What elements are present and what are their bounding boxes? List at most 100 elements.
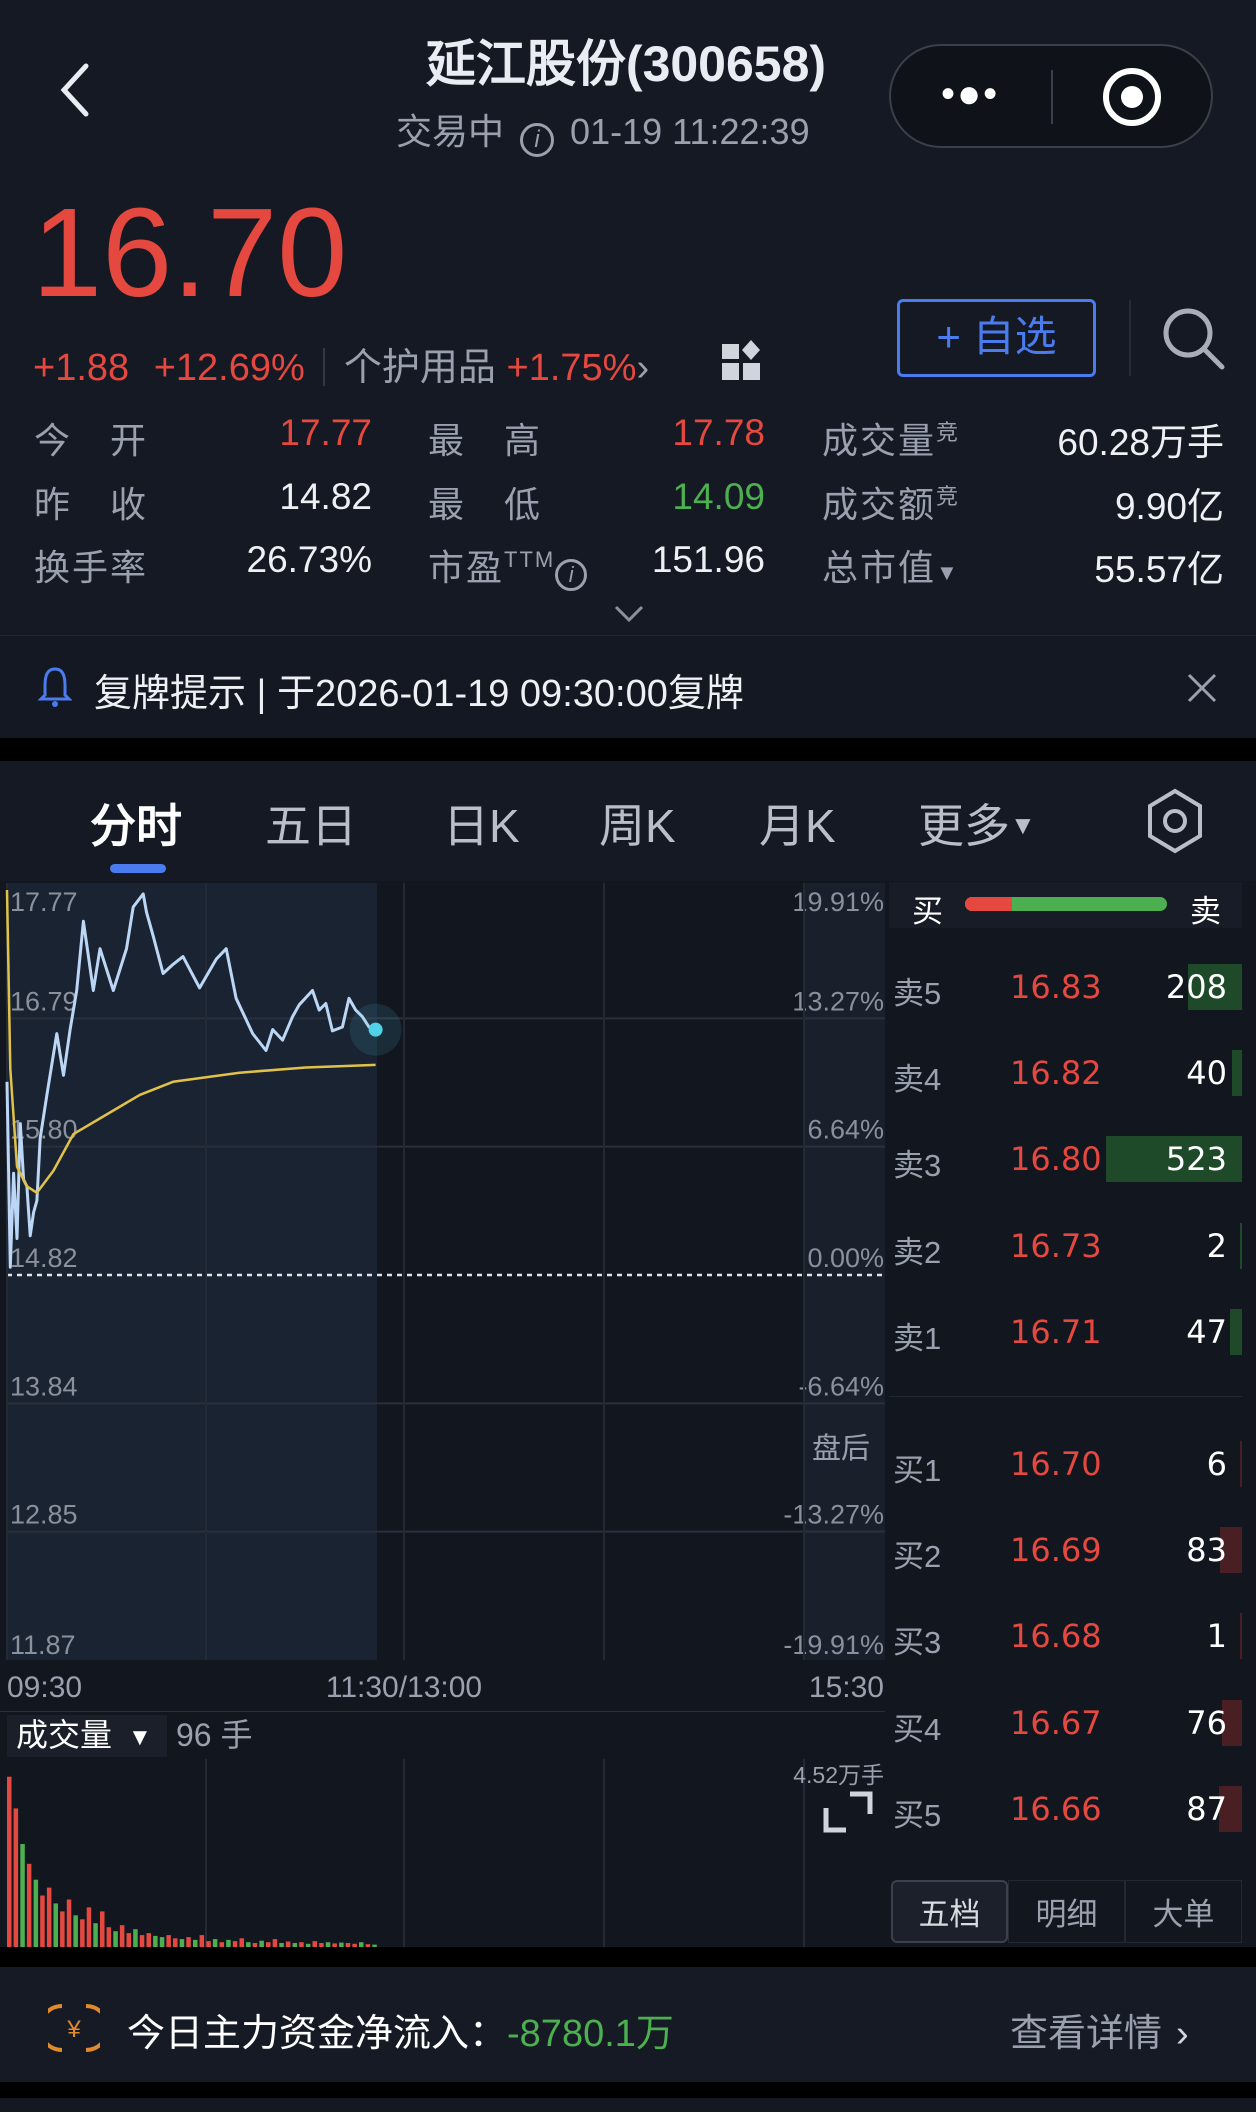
level-qty: 40	[1186, 1054, 1227, 1092]
fullscreen-icon[interactable]	[823, 1791, 873, 1833]
dropdown-icon: ▼	[128, 1724, 152, 1751]
ask-level-row[interactable]: 卖5 16.83 208	[889, 958, 1242, 1018]
expand-chevron-icon[interactable]	[614, 605, 644, 623]
depth-bar	[1106, 1136, 1242, 1182]
stat-label: 市盈TTMi	[428, 539, 588, 591]
dropdown-icon[interactable]: ▼	[936, 560, 960, 585]
volume-bar	[159, 1937, 165, 1947]
price-change-pct: +12.69%	[153, 347, 305, 389]
level-price: 16.66	[1010, 1790, 1102, 1828]
volume-bar	[226, 1939, 231, 1947]
volume-bar	[319, 1943, 324, 1947]
volume-bar	[305, 1943, 311, 1947]
pct-tick-label: -13.27%	[783, 1500, 884, 1530]
info-icon[interactable]: i	[520, 123, 555, 157]
traded-session-shade	[7, 883, 377, 1660]
depth-bar	[1219, 1786, 1242, 1832]
sector-pct: +1.75%	[506, 347, 637, 389]
level-label: 卖3	[893, 1148, 942, 1183]
ask-level-row[interactable]: 卖2 16.73 2	[889, 1217, 1242, 1277]
level-qty: 83	[1186, 1531, 1227, 1569]
tab-large-orders[interactable]: 大单	[1125, 1880, 1242, 1943]
view-details-link[interactable]: 查看详情 ›	[1010, 2002, 1189, 2057]
info-icon[interactable]: i	[555, 559, 588, 591]
ask-level-row[interactable]: 卖3 16.80 523	[889, 1130, 1242, 1190]
stat-value: 26.73%	[246, 539, 373, 580]
fund-flow-bar[interactable]	[0, 1967, 1256, 2082]
tab-more[interactable]: 更多▼	[918, 790, 1036, 856]
stat-label-text: 市盈	[428, 547, 505, 588]
widgets-icon[interactable]	[722, 340, 764, 382]
time-tick-label: 09:30	[7, 1671, 82, 1704]
volume-indicator-selector[interactable]	[7, 1715, 167, 1757]
sector-name: 个护用品	[343, 347, 496, 389]
chart-settings-icon[interactable]	[1146, 788, 1204, 854]
level-label: 买3	[893, 1625, 942, 1660]
fund-flow-value: -8780.1万	[507, 2013, 674, 2055]
volume-bar	[186, 1937, 191, 1947]
fund-flow-icon: ¥	[48, 2004, 100, 2052]
volume-bar	[246, 1942, 251, 1947]
bid-level-row[interactable]: 买5 16.66 87	[889, 1780, 1242, 1840]
sector-link[interactable]: 个护用品 +1.75%›	[344, 347, 649, 389]
depth-bar	[1231, 1050, 1242, 1096]
volume-bar	[7, 1776, 12, 1947]
volume-bar	[239, 1938, 244, 1947]
volume-bar	[332, 1943, 337, 1947]
level-price: 16.83	[1010, 968, 1102, 1006]
tab-intraday[interactable]: 分时	[90, 800, 182, 852]
pct-tick-label: 0.00%	[807, 1243, 884, 1273]
level-price: 16.68	[1010, 1617, 1102, 1655]
volume-bar	[166, 1935, 171, 1947]
bid-level-row[interactable]: 买3 16.68 1	[889, 1607, 1242, 1667]
price-tick-label: 16.79	[10, 986, 78, 1016]
volume-bar	[139, 1935, 145, 1947]
bid-level-row[interactable]: 买4 16.67 76	[889, 1694, 1242, 1754]
stat-label: 成交量竞	[822, 412, 960, 464]
volume-bar	[232, 1941, 238, 1947]
bid-level-row[interactable]: 买1 16.70 6	[889, 1435, 1242, 1495]
volume-bar	[60, 1911, 65, 1947]
volume-bar	[206, 1941, 211, 1947]
volume-bar	[193, 1939, 198, 1947]
level-qty: 208	[1165, 968, 1227, 1006]
time-tick-label: 15:30	[809, 1671, 884, 1704]
stat-label-text: 成交额	[822, 484, 937, 525]
volume-bar	[219, 1942, 224, 1947]
divider	[1129, 300, 1131, 376]
chart-tabs	[0, 761, 1256, 881]
sell-label: 卖	[1190, 894, 1221, 929]
section-gap	[0, 738, 1256, 761]
add-watchlist-button[interactable]: + 自选	[897, 299, 1096, 377]
level-qty: 2	[1206, 1227, 1227, 1265]
section-gap	[0, 2082, 1256, 2098]
volume-bar	[352, 1943, 357, 1947]
price-tick-label: 12.85	[10, 1500, 78, 1530]
search-icon[interactable]	[1160, 305, 1228, 373]
volume-bar	[285, 1941, 291, 1947]
level-price: 16.69	[1010, 1531, 1102, 1569]
target-icon[interactable]	[1103, 68, 1161, 126]
level-price: 16.82	[1010, 1054, 1102, 1092]
depth-bar	[1222, 1700, 1242, 1746]
tab-monthly-k[interactable]: 月K	[759, 800, 836, 852]
volume-bar	[40, 1895, 45, 1947]
tab-daily-k[interactable]: 日K	[443, 800, 520, 852]
close-icon[interactable]	[1186, 672, 1218, 704]
volume-bar	[153, 1935, 158, 1947]
ask-level-row[interactable]: 卖1 16.71 47	[889, 1303, 1242, 1363]
volume-bar	[339, 1942, 344, 1947]
tab-trade-details[interactable]: 明细	[1008, 1880, 1125, 1943]
bid-level-row[interactable]: 买2 16.69 83	[889, 1521, 1242, 1581]
back-icon[interactable]	[56, 62, 92, 118]
volume-bar	[73, 1915, 78, 1947]
tab-weekly-k[interactable]: 周K	[599, 800, 676, 852]
tab-five-levels[interactable]: 五档	[891, 1880, 1008, 1943]
volume-bar	[133, 1929, 138, 1947]
ask-level-row[interactable]: 卖4 16.82 40	[889, 1044, 1242, 1104]
level-qty: 6	[1206, 1445, 1227, 1483]
tab-five-day[interactable]: 五日	[265, 800, 357, 852]
price-tick-label: 13.84	[10, 1371, 78, 1401]
fund-flow-text: 今日主力资金净流入：-8780.1万	[127, 2002, 674, 2057]
